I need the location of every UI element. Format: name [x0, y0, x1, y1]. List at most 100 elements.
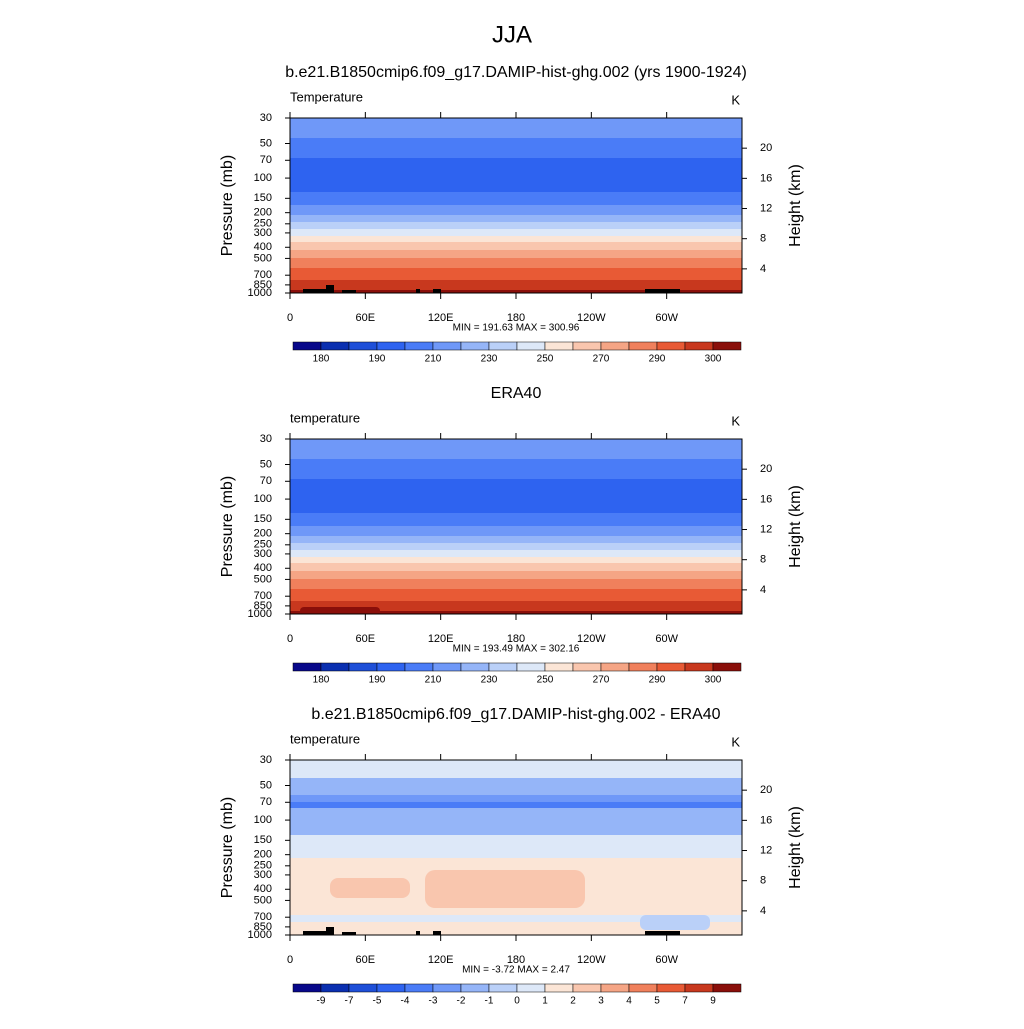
colorbar-label: 210 — [425, 675, 442, 686]
topography — [645, 931, 680, 935]
colorbar-label: 290 — [649, 675, 666, 686]
colorbar-box — [432, 662, 462, 672]
contour-fill — [290, 158, 742, 192]
colorbar-box — [656, 983, 686, 993]
colorbar-box — [376, 662, 406, 672]
x-tick-label: 120E — [428, 312, 454, 324]
colorbar-label: 3 — [598, 996, 604, 1007]
stats: MIN = 191.63 MAX = 300.96 — [453, 323, 580, 334]
y-tick-label: 70 — [260, 796, 272, 808]
contour-fill — [330, 878, 410, 898]
y2-tick-label: 12 — [760, 844, 772, 856]
y-tick-label: 50 — [260, 137, 272, 149]
y-tick-label: 50 — [260, 458, 272, 470]
colorbar-label: 230 — [481, 675, 498, 686]
colorbar-label: 180 — [313, 354, 330, 365]
colorbar-box — [292, 983, 322, 993]
y2-tick-label: 20 — [760, 784, 772, 796]
colorbar-label: 290 — [649, 354, 666, 365]
contour-fill — [290, 526, 742, 536]
contour-fill — [290, 229, 742, 236]
topography — [342, 290, 356, 293]
y2-tick-label: 8 — [760, 554, 766, 566]
colorbar-box — [600, 341, 630, 351]
right-string: K — [731, 734, 740, 749]
contour-fill — [290, 439, 742, 459]
colorbar-label: -5 — [373, 996, 382, 1007]
contour-fill — [290, 118, 742, 138]
y2-tick-label: 4 — [760, 905, 766, 917]
contour-fill — [640, 915, 710, 930]
contour-fill — [290, 601, 742, 611]
contour-fill — [290, 222, 742, 229]
colorbar-label: 300 — [705, 675, 722, 686]
topography — [303, 931, 328, 935]
left-string: temperature — [290, 731, 360, 746]
x-tick-label: 0 — [287, 954, 293, 966]
y-tick-label: 50 — [260, 779, 272, 791]
colorbar-box — [460, 341, 490, 351]
contour-fill — [290, 280, 742, 290]
contour-fill — [290, 915, 742, 922]
y-tick-label: 250 — [254, 218, 272, 230]
y-tick-label: 400 — [254, 883, 272, 895]
colorbar-box — [600, 662, 630, 672]
figure-title: JJA — [492, 21, 532, 48]
colorbar-box — [544, 983, 574, 993]
colorbar-box — [572, 341, 602, 351]
contour-fill — [290, 215, 742, 222]
colorbar-box — [320, 983, 350, 993]
topography — [645, 289, 680, 293]
colorbar-box — [628, 983, 658, 993]
contour-fill — [290, 513, 742, 526]
contour-fill — [290, 760, 742, 778]
y-tick-label: 850 — [254, 279, 272, 291]
colorbar-label: 190 — [369, 354, 386, 365]
colorbar-box — [460, 983, 490, 993]
y-tick-label: 700 — [254, 590, 272, 602]
panel-title: b.e21.B1850cmip6.f09_g17.DAMIP-hist-ghg.… — [311, 706, 720, 723]
right-string: K — [731, 92, 740, 107]
y-tick-label: 850 — [254, 921, 272, 933]
left-string: Temperature — [290, 89, 363, 104]
colorbar-box — [572, 662, 602, 672]
y2-tick-label: 8 — [760, 875, 766, 887]
colorbar-label: 2 — [570, 996, 576, 1007]
colorbar-box — [684, 983, 714, 993]
colorbar-box — [516, 983, 546, 993]
x-tick-label: 120E — [428, 954, 454, 966]
y2-axis-label: Height (km) — [787, 806, 804, 889]
colorbar-label: -9 — [317, 996, 326, 1007]
colorbar-box — [628, 662, 658, 672]
right-string: K — [731, 413, 740, 428]
contour-fill — [290, 459, 742, 479]
x-tick-label: 60W — [655, 954, 678, 966]
contour-fill — [425, 870, 585, 908]
colorbar-box — [404, 341, 434, 351]
colorbar-box — [488, 662, 518, 672]
topography — [303, 289, 328, 293]
y-tick-label: 1000 — [248, 287, 272, 299]
y2-tick-label: 20 — [760, 142, 772, 154]
y2-tick-label: 12 — [760, 523, 772, 535]
contour-fill — [290, 242, 742, 250]
topography — [326, 927, 334, 935]
x-tick-label: 120W — [577, 312, 606, 324]
colorbar-box — [544, 341, 574, 351]
y2-axis-label: Height (km) — [787, 164, 804, 247]
y-tick-label: 500 — [254, 573, 272, 585]
colorbar-box — [432, 341, 462, 351]
y-axis-label: Pressure (mb) — [219, 155, 236, 256]
y-tick-label: 70 — [260, 475, 272, 487]
x-tick-label: 180 — [507, 954, 525, 966]
colorbar-box — [488, 983, 518, 993]
contour-fill — [290, 205, 742, 215]
y-axis-label: Pressure (mb) — [219, 476, 236, 577]
x-tick-label: 0 — [287, 633, 293, 645]
left-string: temperature — [290, 410, 360, 425]
contour-fill — [290, 589, 742, 601]
colorbar-box — [320, 662, 350, 672]
y-tick-label: 30 — [260, 754, 272, 766]
y-tick-label: 250 — [254, 860, 272, 872]
y-tick-label: 150 — [254, 192, 272, 204]
